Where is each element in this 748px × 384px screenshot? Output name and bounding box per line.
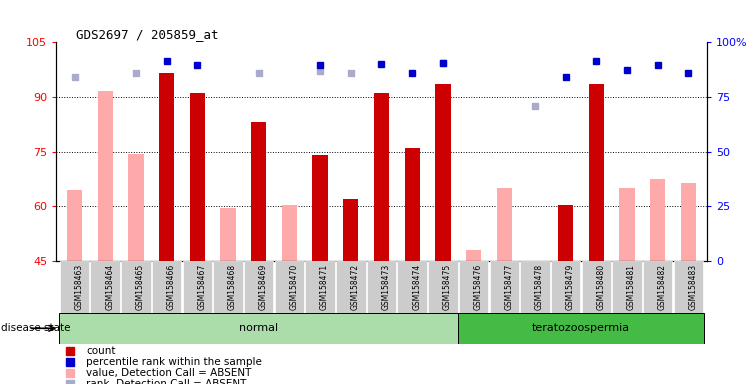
Bar bbox=[313, 156, 328, 261]
Text: GSM158465: GSM158465 bbox=[136, 264, 145, 310]
Text: value, Detection Call = ABSENT: value, Detection Call = ABSENT bbox=[87, 368, 252, 378]
Text: count: count bbox=[87, 346, 116, 356]
Bar bbox=[643, 261, 672, 313]
Bar bbox=[152, 261, 181, 313]
Bar bbox=[520, 261, 550, 313]
Text: GSM158478: GSM158478 bbox=[535, 264, 544, 310]
Bar bbox=[397, 261, 427, 313]
Bar bbox=[343, 199, 358, 261]
Text: GDS2697 / 205859_at: GDS2697 / 205859_at bbox=[76, 28, 218, 41]
Text: normal: normal bbox=[239, 323, 278, 333]
Bar bbox=[59, 313, 459, 344]
Text: GSM158474: GSM158474 bbox=[412, 264, 421, 310]
Text: GSM158477: GSM158477 bbox=[504, 264, 513, 310]
Bar bbox=[97, 91, 113, 261]
Text: GSM158470: GSM158470 bbox=[289, 264, 298, 310]
Bar bbox=[91, 261, 120, 313]
Bar bbox=[282, 205, 297, 261]
Bar bbox=[489, 261, 519, 313]
Text: GSM158476: GSM158476 bbox=[473, 264, 482, 310]
Bar bbox=[459, 261, 488, 313]
Text: GSM158466: GSM158466 bbox=[167, 264, 176, 310]
Bar bbox=[251, 122, 266, 261]
Bar bbox=[244, 261, 274, 313]
Bar bbox=[275, 261, 304, 313]
Text: percentile rank within the sample: percentile rank within the sample bbox=[87, 357, 263, 367]
Bar bbox=[459, 313, 704, 344]
Text: GSM158483: GSM158483 bbox=[688, 264, 697, 310]
Bar bbox=[497, 188, 512, 261]
Bar bbox=[435, 84, 450, 261]
Bar bbox=[60, 261, 89, 313]
Text: GSM158469: GSM158469 bbox=[259, 264, 268, 310]
Bar bbox=[183, 261, 212, 313]
Text: GSM158482: GSM158482 bbox=[657, 264, 666, 310]
Bar bbox=[128, 154, 144, 261]
Bar bbox=[159, 73, 174, 261]
Bar bbox=[650, 179, 666, 261]
Bar bbox=[305, 261, 335, 313]
Bar bbox=[190, 93, 205, 261]
Bar bbox=[674, 261, 703, 313]
Text: GSM158463: GSM158463 bbox=[75, 264, 84, 310]
Bar bbox=[681, 183, 696, 261]
Text: disease state: disease state bbox=[1, 323, 71, 333]
Text: GSM158471: GSM158471 bbox=[320, 264, 329, 310]
Bar bbox=[121, 261, 150, 313]
Text: GSM158475: GSM158475 bbox=[443, 264, 452, 310]
Text: GSM158467: GSM158467 bbox=[197, 264, 206, 310]
Text: GSM158479: GSM158479 bbox=[565, 264, 574, 310]
Bar bbox=[405, 148, 420, 261]
Bar bbox=[374, 93, 389, 261]
Bar bbox=[221, 208, 236, 261]
Bar bbox=[336, 261, 366, 313]
Bar bbox=[67, 190, 82, 261]
Bar bbox=[558, 205, 573, 261]
Text: GSM158464: GSM158464 bbox=[105, 264, 114, 310]
Text: GSM158481: GSM158481 bbox=[627, 264, 636, 310]
Text: GSM158473: GSM158473 bbox=[381, 264, 390, 310]
Text: rank, Detection Call = ABSENT: rank, Detection Call = ABSENT bbox=[87, 379, 247, 384]
Text: GSM158468: GSM158468 bbox=[228, 264, 237, 310]
Bar bbox=[613, 261, 642, 313]
Text: GSM158472: GSM158472 bbox=[351, 264, 360, 310]
Bar bbox=[428, 261, 458, 313]
Bar bbox=[582, 261, 611, 313]
Text: GSM158480: GSM158480 bbox=[596, 264, 605, 310]
Bar bbox=[619, 188, 635, 261]
Bar bbox=[551, 261, 580, 313]
Bar bbox=[589, 84, 604, 261]
Bar bbox=[466, 250, 481, 261]
Bar bbox=[213, 261, 243, 313]
Bar bbox=[367, 261, 396, 313]
Text: teratozoospermia: teratozoospermia bbox=[532, 323, 630, 333]
